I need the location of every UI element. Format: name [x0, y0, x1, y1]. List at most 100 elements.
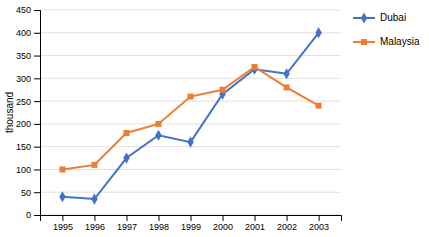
legend-item: Dubai — [353, 12, 406, 24]
y-tick: 450 — [16, 5, 40, 15]
legend-marker — [361, 39, 367, 45]
y-tick-label: 0 — [26, 210, 31, 220]
y-tick-label: 150 — [16, 142, 31, 152]
x-tick-label: 1999 — [181, 222, 201, 232]
series-marker — [91, 162, 97, 168]
series-marker — [284, 84, 290, 90]
y-tick-mark — [34, 56, 40, 57]
y-tick-mark — [34, 124, 40, 125]
grid — [40, 10, 341, 215]
x-tick-label: 1997 — [117, 222, 137, 232]
series-marker — [123, 130, 129, 136]
y-tick: 150 — [16, 142, 40, 152]
x-tick-label: 2000 — [213, 222, 233, 232]
y-tick: 100 — [16, 165, 40, 175]
y-tick: 0 — [26, 210, 40, 220]
x-tick-mark — [62, 215, 63, 221]
legend-label: Dubai — [380, 12, 406, 23]
chart-container: 1995 1996 1997 1998 1999 2000 2001 2002 2003 0 50 1… — [0, 0, 429, 237]
x-tick: 2000 — [213, 215, 233, 232]
series — [59, 27, 322, 204]
x-axis: 1995 1996 1997 1998 1999 2000 2001 2002 2003 — [41, 215, 342, 232]
series-marker — [251, 64, 257, 75]
x-tick: 1995 — [53, 215, 73, 232]
x-tick: 2002 — [277, 215, 297, 232]
y-tick-label: 350 — [16, 51, 31, 61]
x-axis-line — [41, 216, 342, 222]
grid-line — [40, 192, 341, 193]
x-tick: 2003 — [309, 215, 329, 232]
grid-line — [40, 123, 341, 124]
grid-line — [40, 101, 341, 102]
x-tick-label: 1996 — [85, 222, 105, 232]
series-group — [59, 27, 322, 204]
x-tick-mark — [319, 215, 320, 221]
legend-item: Malaysia — [353, 36, 420, 47]
y-tick: 250 — [16, 96, 40, 106]
y-tick: 50 — [21, 188, 40, 198]
x-tick: 2001 — [245, 215, 265, 232]
y-tick: 400 — [16, 28, 40, 38]
x-tick-label: 2002 — [277, 222, 297, 232]
y-tick: 200 — [16, 119, 40, 129]
y-tick-mark — [34, 215, 40, 216]
series-marker — [220, 87, 226, 93]
x-tick-mark — [191, 215, 192, 221]
series-marker — [155, 130, 161, 141]
y-tick: 300 — [16, 74, 40, 84]
series-marker — [155, 121, 161, 127]
x-tick: 1996 — [85, 215, 105, 232]
y-tick-label: 200 — [16, 119, 31, 129]
y-tick-label: 400 — [16, 28, 31, 38]
legend-label: Malaysia — [380, 36, 420, 47]
series-marker — [187, 137, 193, 148]
grid-line — [40, 78, 341, 79]
series-line — [62, 33, 318, 199]
y-tick-label: 100 — [16, 165, 31, 175]
series-marker — [252, 64, 258, 70]
y-tick-label: 450 — [16, 5, 31, 15]
y-tick-mark — [34, 101, 40, 102]
series-marker — [316, 103, 322, 109]
legend-marker — [361, 12, 367, 23]
grid-line — [40, 55, 341, 56]
series-line — [62, 67, 318, 170]
chart-svg: 1995 1996 1997 1998 1999 2000 2001 2002 2003 0 50 1… — [0, 0, 429, 237]
x-tick-mark — [158, 215, 159, 221]
grid-line — [40, 32, 341, 33]
y-tick-mark — [34, 147, 40, 148]
series-marker — [59, 191, 65, 202]
y-tick-label: 300 — [16, 74, 31, 84]
series-marker — [59, 166, 65, 172]
x-tick-label: 2003 — [309, 222, 329, 232]
x-tick-mark — [255, 215, 256, 221]
x-tick-label: 1998 — [149, 222, 169, 232]
grid-line — [40, 10, 341, 11]
x-tick-mark — [94, 215, 95, 221]
plot-area: 1995 1996 1997 1998 1999 2000 2001 2002 2003 0 50 1… — [16, 5, 342, 232]
series-marker — [315, 27, 321, 38]
y-tick-mark — [34, 33, 40, 34]
y-tick-label: 50 — [21, 188, 31, 198]
x-tick: 1998 — [149, 215, 169, 232]
legend: Dubai Malaysia — [353, 12, 420, 47]
y-tick-mark — [34, 10, 40, 11]
grid-line — [40, 169, 341, 170]
x-tick-mark — [126, 215, 127, 221]
y-axis-line — [34, 11, 41, 216]
y-tick: 350 — [16, 51, 40, 61]
y-tick-mark — [34, 169, 40, 170]
y-tick-mark — [34, 192, 40, 193]
x-tick-label: 2001 — [245, 222, 265, 232]
x-tick: 1997 — [117, 215, 137, 232]
series-marker — [91, 193, 97, 204]
series-marker — [123, 152, 129, 163]
series — [59, 64, 321, 173]
y-axis: 0 50 100 150 200 250 300 350 400 450 — [16, 5, 41, 220]
y-axis-title: thousand — [4, 92, 15, 133]
y-tick-mark — [34, 78, 40, 79]
x-tick-label: 1995 — [53, 222, 73, 232]
series-marker — [283, 68, 289, 79]
x-tick-mark — [223, 215, 224, 221]
x-tick-mark — [287, 215, 288, 221]
